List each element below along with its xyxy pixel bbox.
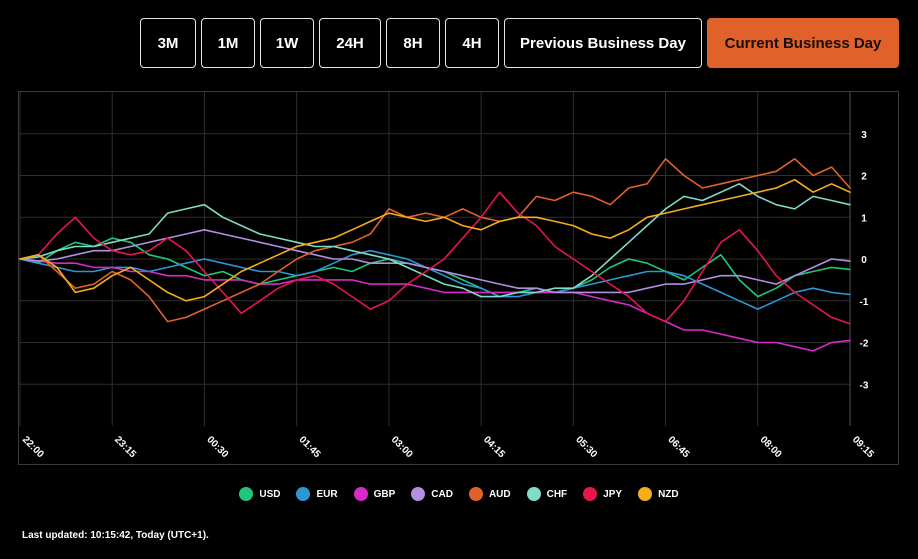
y-tick-label: -1 bbox=[860, 297, 869, 308]
chart-legend: USD EUR GBP CAD AUD CHF JPY NZD bbox=[0, 487, 918, 501]
x-tick-label: 06:45 bbox=[665, 434, 691, 460]
range-button-24h[interactable]: 24H bbox=[319, 18, 381, 68]
legend-dot bbox=[353, 487, 368, 501]
x-tick-label: 08:00 bbox=[758, 434, 784, 460]
series-line-usd bbox=[19, 237, 851, 298]
currency-strength-chart: 22:00 23:15 00:30 01:45 03:00 04:15 05:30 06:45… bbox=[19, 92, 876, 461]
legend-label: AUD bbox=[488, 488, 511, 500]
legend-item-nzd[interactable]: NZD bbox=[638, 487, 679, 501]
x-tick-label: 23:15 bbox=[112, 434, 138, 460]
range-button-current-business-day[interactable]: Current Business Day bbox=[707, 18, 899, 68]
legend-item-jpy[interactable]: JPY bbox=[583, 487, 622, 501]
legend-label: USD bbox=[259, 488, 281, 500]
range-button-1m[interactable]: 1M bbox=[201, 18, 255, 68]
legend-label: CHF bbox=[546, 488, 568, 500]
range-button-1w[interactable]: 1W bbox=[260, 18, 314, 68]
x-tick-label: 09:15 bbox=[850, 434, 876, 460]
chart-frame bbox=[18, 91, 899, 465]
legend-item-eur[interactable]: EUR bbox=[296, 487, 338, 501]
x-tick-label: 22:00 bbox=[20, 434, 46, 460]
range-button-8h[interactable]: 8H bbox=[386, 18, 440, 68]
legend-label: JPY bbox=[603, 488, 623, 500]
range-button-previous-business-day[interactable]: Previous Business Day bbox=[504, 18, 702, 68]
legend-dot bbox=[468, 487, 483, 501]
legend-label: EUR bbox=[316, 488, 338, 500]
legend-dot bbox=[296, 487, 311, 501]
legend-item-aud[interactable]: AUD bbox=[468, 487, 511, 501]
series-line-aud bbox=[19, 158, 851, 323]
y-tick-label: -2 bbox=[860, 339, 869, 350]
legend-dot bbox=[239, 487, 254, 501]
legend-dot bbox=[583, 487, 598, 501]
x-tick-label: 05:30 bbox=[573, 434, 599, 460]
y-tick-label: 3 bbox=[861, 130, 867, 141]
last-updated-text: Last updated: 10:15:42, Today (UTC+1). bbox=[22, 530, 209, 541]
legend-dot bbox=[411, 487, 426, 501]
legend-item-chf[interactable]: CHF bbox=[526, 487, 568, 501]
range-button-4h[interactable]: 4H bbox=[445, 18, 499, 68]
y-tick-label: 2 bbox=[861, 172, 867, 183]
x-tick-label: 03:00 bbox=[389, 434, 415, 460]
series-line-jpy bbox=[19, 191, 851, 325]
range-selector: 3M 1M 1W 24H 8H 4H Previous Business Day Curren… bbox=[140, 18, 899, 68]
legend-label: NZD bbox=[658, 488, 679, 500]
y-tick-label: 0 bbox=[861, 255, 867, 266]
legend-dot bbox=[526, 487, 541, 501]
legend-item-cad[interactable]: CAD bbox=[411, 487, 453, 501]
series-line-chf bbox=[19, 183, 851, 298]
x-tick-label: 01:45 bbox=[297, 434, 323, 460]
series-line-cad bbox=[19, 229, 851, 294]
legend-item-usd[interactable]: USD bbox=[239, 487, 280, 501]
legend-dot bbox=[638, 487, 653, 501]
series-line-gbp bbox=[19, 258, 851, 352]
series-line-nzd bbox=[19, 178, 851, 302]
y-tick-label: -3 bbox=[860, 380, 869, 391]
legend-item-gbp[interactable]: GBP bbox=[353, 487, 396, 501]
legend-label: GBP bbox=[373, 488, 396, 500]
x-tick-label: 04:15 bbox=[481, 434, 507, 460]
legend-label: CAD bbox=[431, 488, 453, 500]
range-button-3m[interactable]: 3M bbox=[140, 18, 196, 68]
series-line-eur bbox=[19, 249, 851, 310]
x-tick-label: 00:30 bbox=[204, 434, 230, 460]
y-tick-label: 1 bbox=[861, 213, 867, 224]
